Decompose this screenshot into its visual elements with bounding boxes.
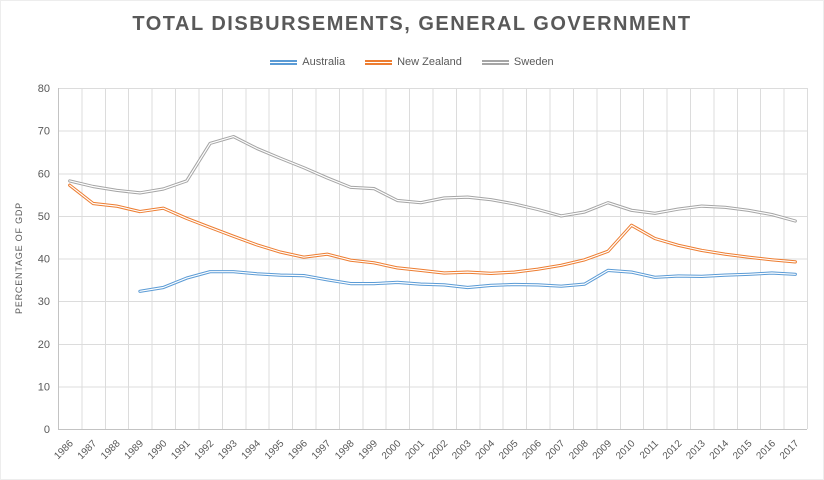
x-tick-label: 1987 xyxy=(76,438,100,462)
x-tick-label: 1995 xyxy=(263,438,287,462)
axes xyxy=(58,88,807,430)
y-tick-label: 40 xyxy=(38,254,50,266)
x-tick-label: 2007 xyxy=(544,438,568,462)
x-tick-label: 2015 xyxy=(731,438,755,462)
y-tick-label: 0 xyxy=(44,424,50,436)
x-tick-label: 2000 xyxy=(380,438,404,462)
y-tick-label: 10 xyxy=(38,381,50,393)
chart-title: TOTAL DISBURSEMENTS, GENERAL GOVERNMENT xyxy=(132,13,692,35)
x-tick-label: 1990 xyxy=(146,438,170,462)
x-tick-label: 1999 xyxy=(357,438,381,462)
legend-label-australia: Australia xyxy=(302,56,346,68)
legend-label-new-zealand: New Zealand xyxy=(397,56,462,68)
x-tick-label: 2002 xyxy=(427,438,451,462)
x-tick-label: 2013 xyxy=(684,438,708,462)
x-tick-label: 2008 xyxy=(567,438,591,462)
x-tick-label: 2004 xyxy=(474,438,498,462)
x-tick-label: 2005 xyxy=(497,438,521,462)
x-tick-label: 1992 xyxy=(193,438,217,462)
x-tick-label: 2009 xyxy=(591,438,615,462)
x-tick-label: 1996 xyxy=(286,438,310,462)
x-tick-label: 2010 xyxy=(614,438,638,462)
x-tick-label: 2006 xyxy=(520,438,544,462)
x-tick-label: 1988 xyxy=(99,438,123,462)
x-tick-label: 1989 xyxy=(123,438,147,462)
y-tick-label: 60 xyxy=(38,168,50,180)
legend-item-sweden: Sweden xyxy=(481,56,554,68)
y-tick-label: 20 xyxy=(38,339,50,351)
x-tick-label: 1997 xyxy=(310,438,334,462)
legend-swatch-sweden xyxy=(481,59,509,65)
x-tick-label: 2017 xyxy=(778,438,802,462)
legend: Australia New Zealand Sweden xyxy=(1,56,823,68)
x-tick-label: 1986 xyxy=(52,438,76,462)
x-tick-label: 1998 xyxy=(333,438,357,462)
x-tick-label: 1991 xyxy=(169,438,193,462)
x-tick-label: 2014 xyxy=(708,438,732,462)
legend-swatch-australia xyxy=(270,59,298,65)
series-australia xyxy=(138,268,797,293)
x-tick-label: 2001 xyxy=(403,438,427,462)
legend-item-australia: Australia xyxy=(270,56,345,68)
y-tick-label: 30 xyxy=(38,296,50,308)
y-axis-labels: 0 10 20 30 40 50 60 70 80 xyxy=(38,83,50,436)
x-axis-labels: 1986 1987 1988 1989 1990 1991 1992 1993 1994 1995… xyxy=(52,438,801,462)
x-tick-label: 2012 xyxy=(661,438,685,462)
legend-item-new-zealand: New Zealand xyxy=(365,56,462,68)
y-tick-label: 70 xyxy=(38,126,50,138)
series-new-zealand xyxy=(68,183,797,275)
x-tick-label: 1993 xyxy=(216,438,240,462)
y-tick-label: 50 xyxy=(38,211,50,223)
series-sweden xyxy=(68,135,797,223)
y-tick-label: 80 xyxy=(38,83,50,95)
legend-label-sweden: Sweden xyxy=(513,56,554,68)
x-tick-label: 2016 xyxy=(755,438,779,462)
x-tick-label: 1994 xyxy=(240,438,264,462)
legend-swatch-new-zealand xyxy=(365,59,393,65)
x-tick-label: 2003 xyxy=(450,438,474,462)
x-tick-label: 2011 xyxy=(638,438,661,461)
